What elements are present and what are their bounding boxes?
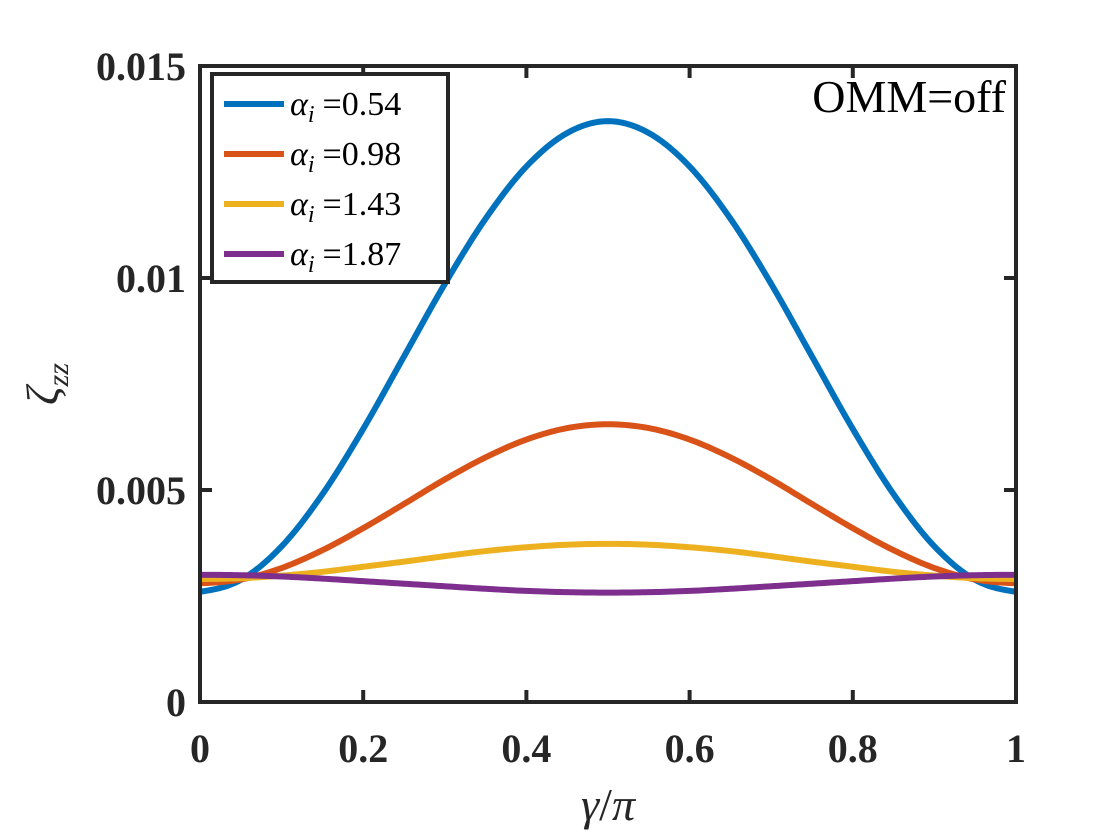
- y-tick-label-3: 0.015: [96, 44, 186, 89]
- y-tick-label-1: 0.005: [96, 468, 186, 513]
- x-tick-label-0: 0: [190, 726, 210, 771]
- x-axis-label: γ/π: [581, 779, 637, 830]
- legend-label-value-2: =1.43: [323, 186, 402, 223]
- y-axis-label: ζzz: [17, 363, 75, 405]
- y-axis-label-zeta: ζ: [17, 383, 68, 405]
- legend-label-3: αi =1.87: [290, 236, 401, 278]
- legend-label-sub-3: i: [308, 252, 315, 278]
- legend-label-sub-2: i: [308, 202, 315, 228]
- legend-box: [210, 72, 450, 284]
- series-line-2: [199, 540, 1017, 583]
- y-tick-label-2: 0.01: [116, 256, 186, 301]
- x-axis-label-gamma: γ: [581, 779, 601, 830]
- legend-label-1: αi =0.98: [290, 136, 401, 178]
- legend-label-value-1: =0.98: [323, 136, 402, 173]
- annotation-omm: OMM=off: [812, 71, 1006, 122]
- legend-label-sub-0: i: [308, 102, 315, 128]
- x-tick-label-5: 1: [1006, 726, 1026, 771]
- x-tick-label-1: 0.2: [338, 726, 388, 771]
- legend-label-symbol-2: α: [290, 186, 309, 223]
- legend-label-sub-1: i: [308, 152, 315, 178]
- x-tick-label-4: 0.8: [828, 726, 878, 771]
- series-line-1: [199, 421, 1017, 587]
- series-line-3: [199, 571, 1017, 596]
- legend-label-value-0: =0.54: [323, 86, 402, 123]
- legend-label-0: αi =0.54: [290, 86, 401, 128]
- x-axis-label-sep: /: [599, 779, 612, 830]
- legend-label-value-3: =1.87: [323, 236, 402, 273]
- plot-frame: [198, 64, 1018, 704]
- x-tick-label-2: 0.4: [501, 726, 551, 771]
- y-axis-label-sub: zz: [42, 363, 75, 388]
- tick-labels-layer: 0 0.2 0.4 0.6 0.8 1 0 0.005 0.01 0.015: [96, 44, 1026, 771]
- series-line-0: [199, 118, 1017, 595]
- x-tick-label-3: 0.6: [665, 726, 715, 771]
- legend-label-symbol-3: α: [290, 236, 309, 273]
- legend-label-2: αi =1.43: [290, 186, 401, 228]
- series-layer: [199, 118, 1017, 596]
- x-axis-label-pi: π: [612, 779, 637, 830]
- legend-label-symbol-1: α: [290, 136, 309, 173]
- legend-label-symbol-0: α: [290, 86, 309, 123]
- y-tick-label-0: 0: [166, 680, 186, 725]
